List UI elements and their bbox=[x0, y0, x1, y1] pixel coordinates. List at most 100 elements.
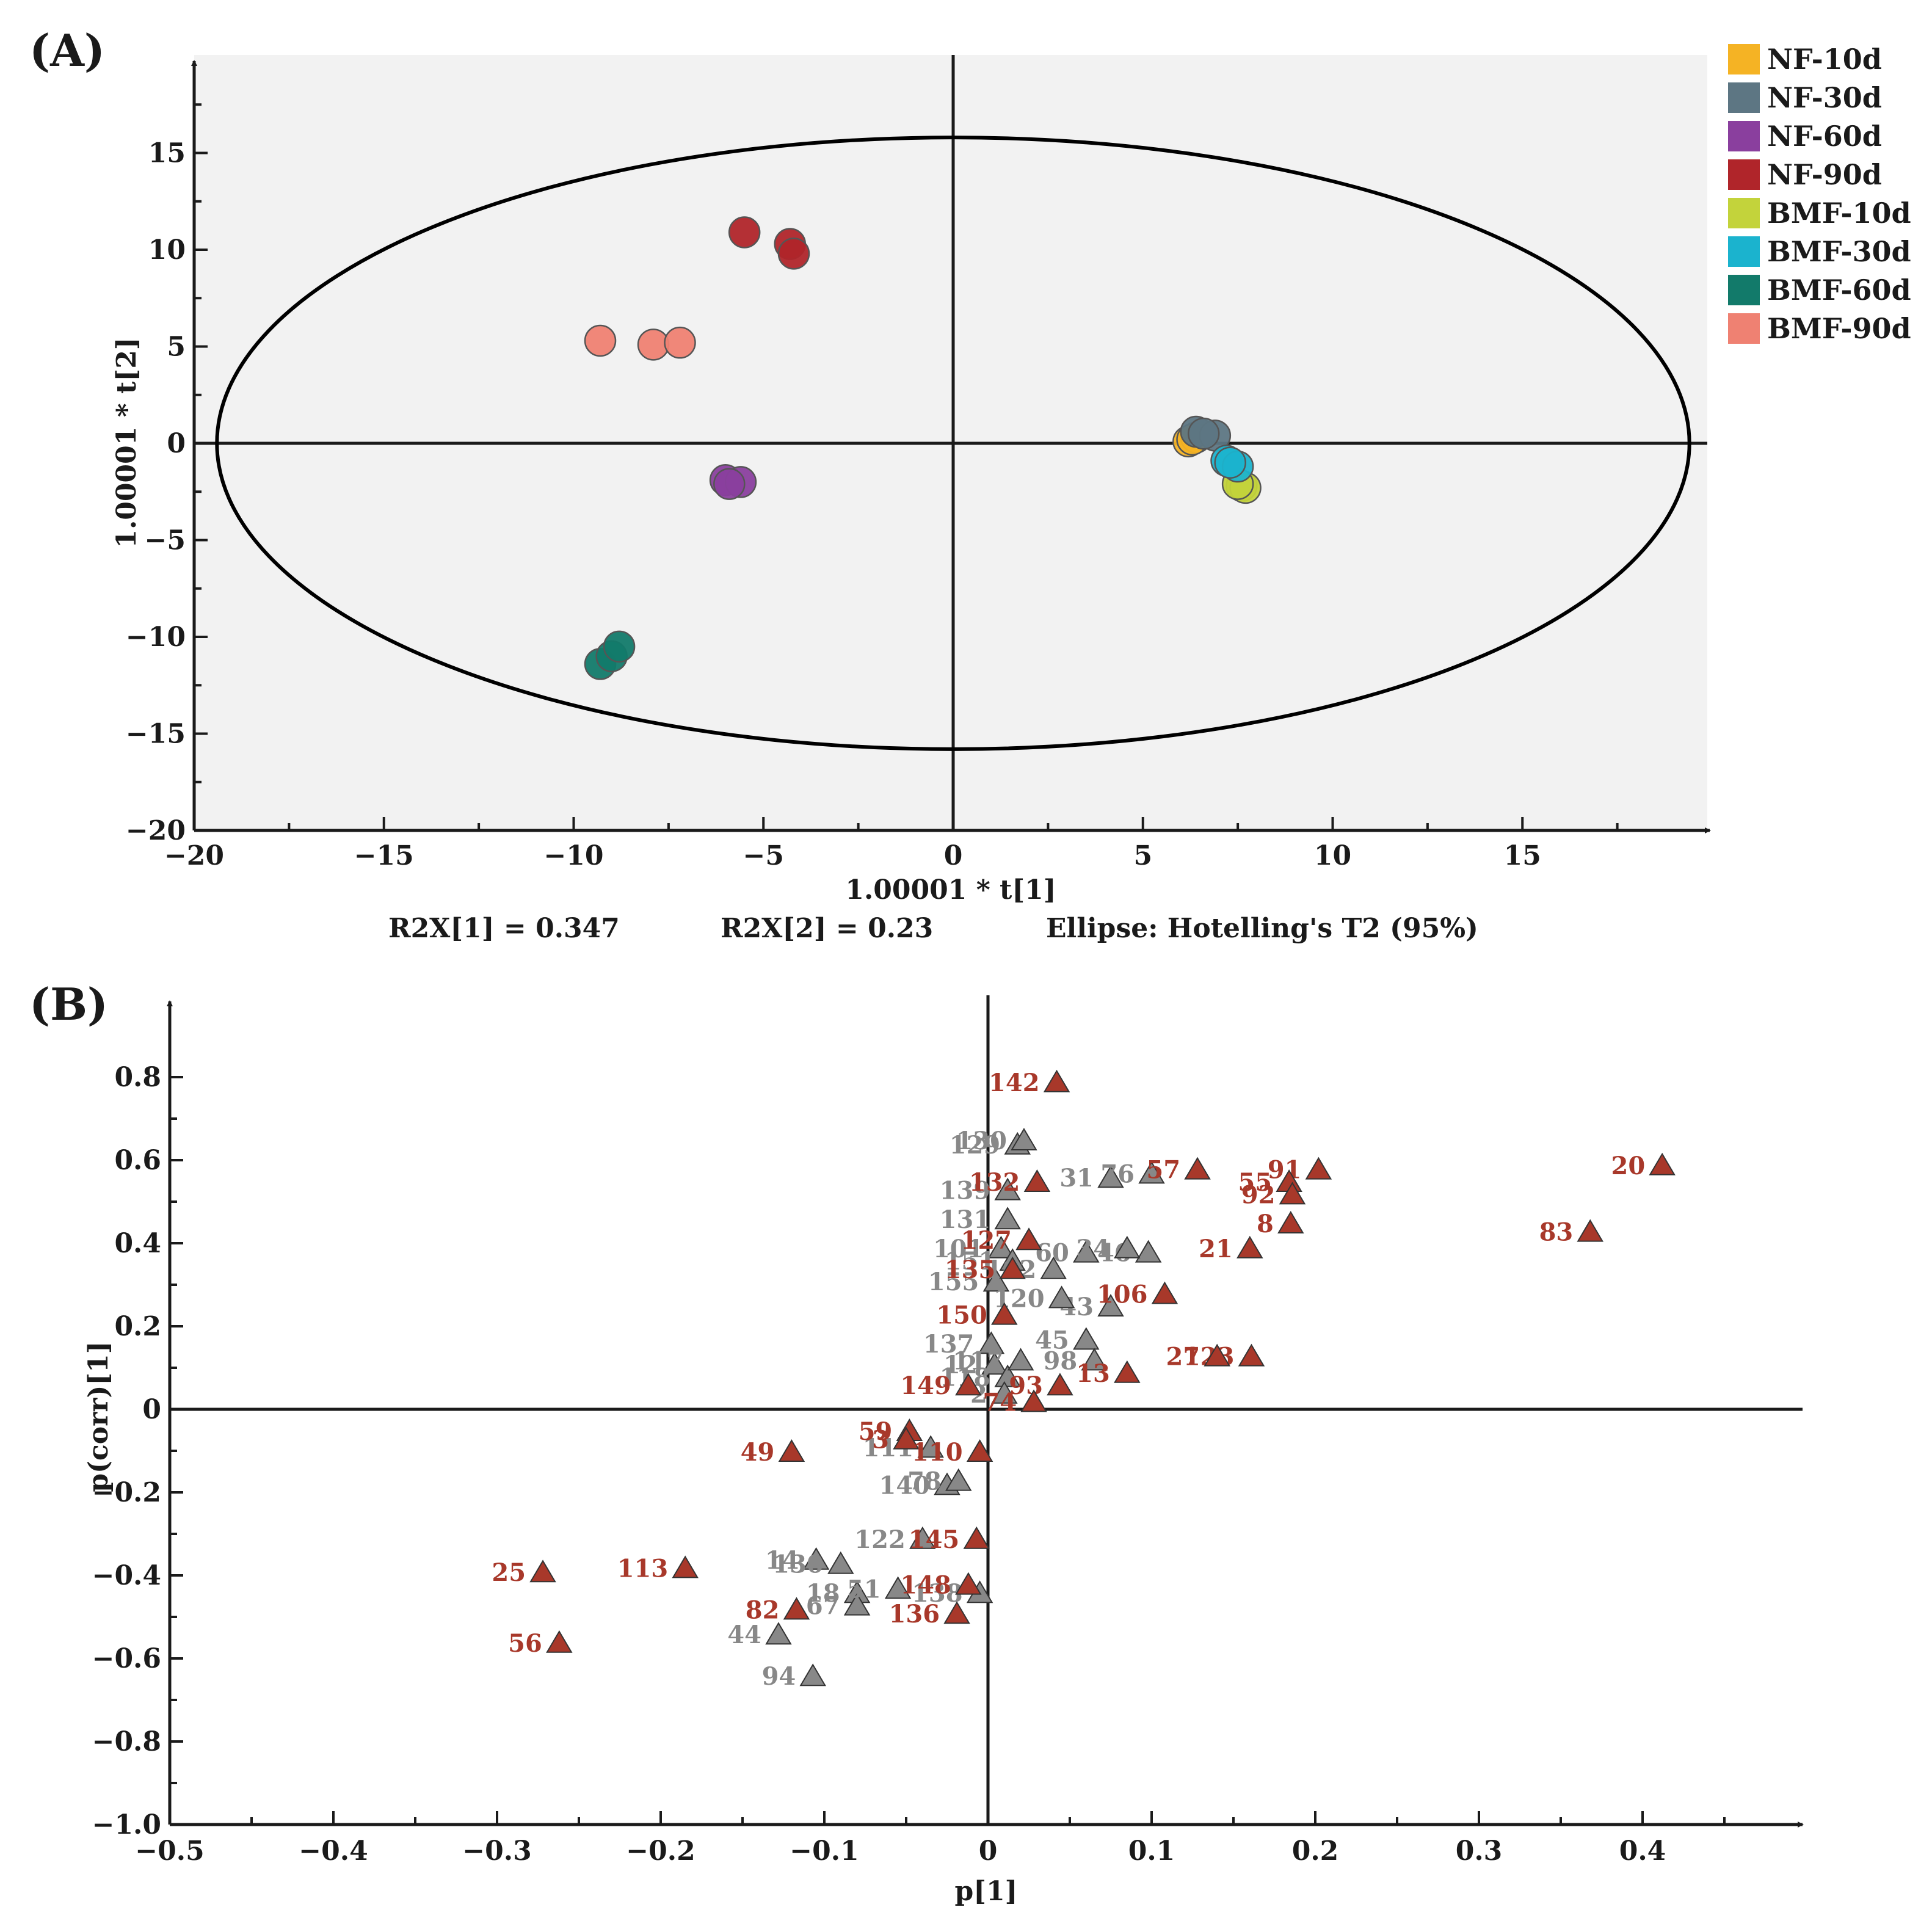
loading-point-label: 92 bbox=[1241, 1180, 1276, 1209]
loading-point-label: 51 bbox=[847, 1575, 881, 1603]
loading-point bbox=[1577, 1219, 1603, 1242]
panel-a-y-tick-label: −15 bbox=[126, 719, 186, 750]
loading-point-label: 20 bbox=[1611, 1152, 1645, 1180]
panel-b-y-tick-label: 0.4 bbox=[114, 1228, 161, 1259]
panel-a-label: (A) bbox=[29, 24, 105, 76]
loading-point-label: 45 bbox=[1035, 1326, 1069, 1354]
loading-point-label: 106 bbox=[1097, 1280, 1148, 1309]
score-point bbox=[713, 468, 746, 500]
loading-point bbox=[994, 1207, 1021, 1230]
loading-point-label: 151 bbox=[945, 1247, 996, 1276]
loading-point-label: 127 bbox=[961, 1226, 1012, 1255]
panel-b-x-tick-label: −0.5 bbox=[135, 1836, 204, 1867]
legend-label: BMF-10d bbox=[1767, 197, 1911, 230]
score-point bbox=[603, 630, 636, 663]
score-point bbox=[728, 216, 761, 249]
loading-point bbox=[1040, 1256, 1067, 1279]
panel-b-y-tick-label: 0 bbox=[142, 1394, 161, 1425]
panel-a-y-tick-label: 0 bbox=[167, 428, 186, 459]
loading-point-label: 12 bbox=[943, 1351, 978, 1379]
panel-a-x-tick-label: −15 bbox=[354, 840, 414, 871]
panel-a-legend: NF-10d NF-30d NF-60d NF-90d BMF-10d BMF-30d BM… bbox=[1728, 43, 1911, 345]
score-point bbox=[664, 326, 696, 359]
ellipse-note: Ellipse: Hotelling's T2 (95%) bbox=[1046, 913, 1478, 944]
panel-b-y-tick-label: −0.6 bbox=[92, 1643, 161, 1674]
panel-b-y-tick-label: −0.2 bbox=[92, 1477, 161, 1508]
loading-point bbox=[1073, 1240, 1100, 1263]
panel-a-x-tick-label: 5 bbox=[1133, 840, 1152, 871]
panel-b-label: (B) bbox=[29, 978, 108, 1030]
panel-a-x-tick-label: 0 bbox=[944, 840, 963, 871]
loading-point-label: 130 bbox=[956, 1127, 1007, 1155]
panel-a-x-tick-label: −10 bbox=[543, 840, 603, 871]
loading-point bbox=[909, 1526, 936, 1549]
loading-point bbox=[1048, 1285, 1075, 1309]
loading-point bbox=[843, 1592, 871, 1616]
legend-label: NF-10d bbox=[1767, 43, 1882, 76]
loading-point bbox=[1114, 1360, 1141, 1383]
hotelling-t2-ellipse bbox=[215, 136, 1691, 751]
loading-point-label: 139 bbox=[940, 1177, 991, 1205]
loading-point bbox=[1015, 1227, 1042, 1251]
panel-b-y-tick-label: −0.8 bbox=[92, 1726, 161, 1757]
panel-a-y-tick-label: 10 bbox=[148, 234, 186, 266]
panel-b-x-tick-label: −0.4 bbox=[299, 1836, 368, 1867]
loading-point bbox=[963, 1526, 990, 1549]
loading-point-label: 110 bbox=[912, 1438, 963, 1467]
panel-a-x-tick-label: −5 bbox=[743, 840, 784, 871]
loading-point-label: 31 bbox=[1059, 1164, 1094, 1193]
legend-label: BMF-30d bbox=[1767, 235, 1911, 268]
panel-a-y-tick-label: −10 bbox=[126, 622, 186, 653]
score-point bbox=[1214, 446, 1246, 479]
legend-label: NF-30d bbox=[1767, 81, 1882, 114]
loading-point-label: 122 bbox=[854, 1525, 906, 1554]
loading-point bbox=[1279, 1182, 1306, 1205]
legend-label: BMF-60d bbox=[1767, 274, 1911, 307]
loading-point-label: 155 bbox=[928, 1268, 979, 1296]
loading-point bbox=[994, 1177, 1021, 1200]
panel-a-axes: −20 −15 −10 −5 0 5 10 15 −20 −15 −10 −5 0 5 10 15 bbox=[126, 55, 1711, 871]
loading-point-label: 57 bbox=[1146, 1156, 1180, 1185]
loading-point bbox=[945, 1468, 972, 1491]
loading-point bbox=[991, 1302, 1018, 1325]
panel-b-y-tick-label: 0.6 bbox=[114, 1145, 161, 1176]
panel-a-y-tick-label: 15 bbox=[148, 138, 186, 169]
panel-b-axes: −0.5 −0.4 −0.3 −0.2 −0.1 0 0.1 0.2 0.3 0.4 −1.0 −0.… bbox=[92, 995, 1804, 1867]
loading-point bbox=[943, 1601, 970, 1624]
loading-point bbox=[1043, 1069, 1070, 1092]
legend-label: NF-60d bbox=[1767, 120, 1882, 153]
loading-point-label: 18 bbox=[806, 1579, 840, 1608]
loading-point-label: 83 bbox=[1539, 1218, 1574, 1247]
loading-point-label: 123 bbox=[1183, 1343, 1235, 1371]
loading-point bbox=[1204, 1343, 1230, 1367]
loading-point-label: 44 bbox=[727, 1621, 761, 1649]
panel-b-y-axis-title: p(corr)[1] bbox=[83, 1341, 114, 1492]
loading-point-label: 49 bbox=[741, 1438, 775, 1467]
panel-b-x-tick-label: 0 bbox=[979, 1836, 998, 1867]
loading-point bbox=[987, 1235, 1015, 1258]
legend-swatch bbox=[1728, 198, 1760, 228]
panel-b-x-tick-label: −0.1 bbox=[790, 1836, 859, 1867]
panel-a-y-tick-label: −20 bbox=[126, 815, 186, 846]
loading-point-label: 113 bbox=[617, 1554, 669, 1583]
loading-point bbox=[955, 1373, 982, 1396]
legend-label: NF-90d bbox=[1767, 158, 1882, 191]
panel-b-y-tick-label: −1.0 bbox=[92, 1809, 161, 1840]
panel-a-x-tick-label: −20 bbox=[164, 840, 224, 871]
loading-point-label: 150 bbox=[936, 1301, 987, 1330]
panel-b-x-tick-label: −0.2 bbox=[626, 1836, 695, 1867]
legend-swatch bbox=[1728, 121, 1760, 151]
loading-point-label: 148 bbox=[900, 1571, 951, 1600]
panel-b-x-tick-label: 0.4 bbox=[1619, 1836, 1666, 1867]
loading-point bbox=[1237, 1235, 1263, 1258]
loading-point bbox=[1007, 1348, 1034, 1371]
loading-point bbox=[827, 1551, 854, 1574]
legend-swatch bbox=[1728, 313, 1760, 344]
r2x-2-note: R2X[2] = 0.23 bbox=[721, 913, 933, 944]
legend-swatch bbox=[1728, 82, 1760, 113]
legend-swatch bbox=[1728, 275, 1760, 305]
loading-point-label: 132 bbox=[969, 1168, 1020, 1197]
loading-point-label: 74 bbox=[982, 1388, 1017, 1417]
loading-point bbox=[1047, 1373, 1073, 1396]
